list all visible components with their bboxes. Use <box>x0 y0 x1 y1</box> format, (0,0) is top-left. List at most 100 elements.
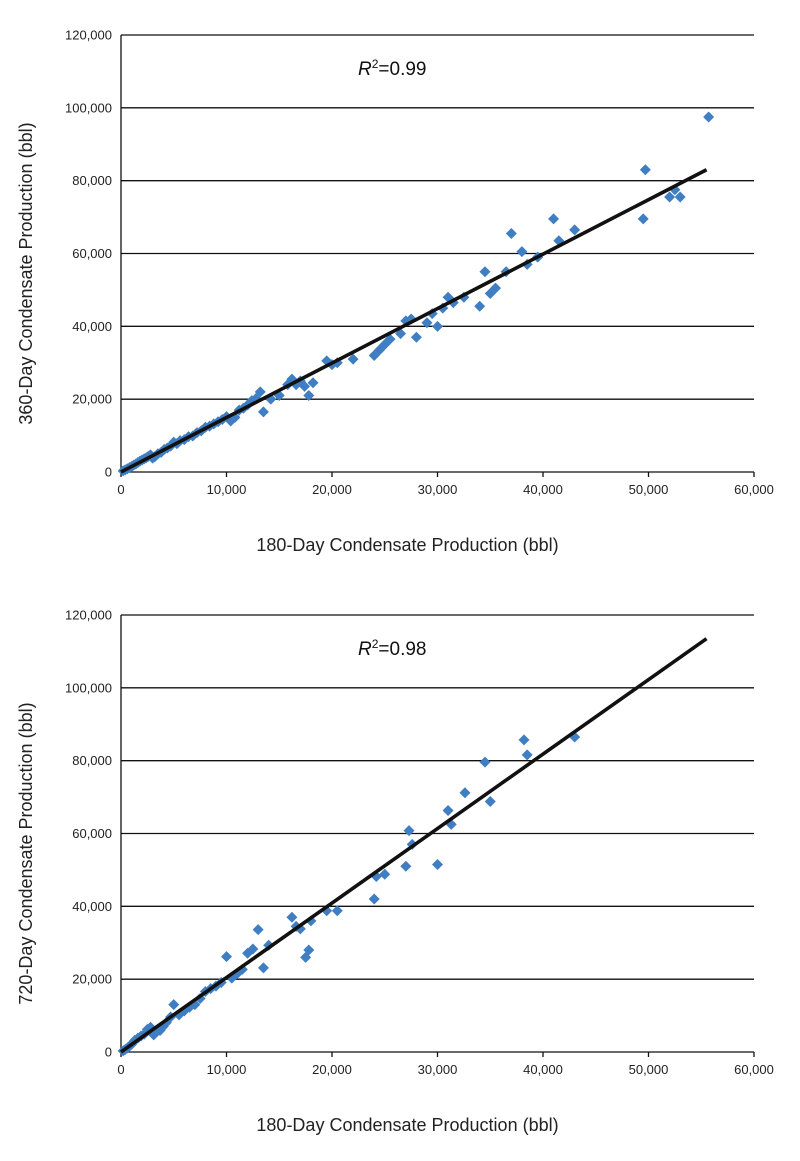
data-point <box>445 818 457 830</box>
x-tick-label: 60,000 <box>734 482 774 497</box>
trendline <box>120 168 708 474</box>
data-point <box>347 353 359 365</box>
y-tick-label: 60,000 <box>72 246 112 261</box>
data-point <box>254 386 266 398</box>
data-point <box>252 924 264 936</box>
data-point <box>331 905 343 917</box>
r2-symbol: R <box>358 59 372 80</box>
x-tick-label: 20,000 <box>312 482 352 497</box>
x-tick-label: 0 <box>117 1062 124 1077</box>
data-point <box>168 999 180 1011</box>
scatter-chart-720-day: 020,00040,00060,00080,000100,000120,000 … <box>16 608 774 1136</box>
x-tick-label: 30,000 <box>418 1062 458 1077</box>
data-point <box>299 380 311 392</box>
data-point <box>479 756 491 768</box>
x-tick-label: 20,000 <box>312 1062 352 1077</box>
data-point <box>410 331 422 343</box>
data-point <box>173 1009 185 1021</box>
data-point <box>674 191 686 203</box>
x-tick-label: 10,000 <box>207 482 247 497</box>
y-tick-label: 60,000 <box>72 826 112 841</box>
data-point <box>548 213 560 225</box>
data-points <box>117 111 715 477</box>
y-tick-labels: 0 20,000 40,000 60,000 80,000 100,000 120,000 <box>65 608 112 1060</box>
y-tick-labels: 0 20,000 40,000 60,000 80,000 100,000 120,000 <box>65 28 112 480</box>
data-point <box>145 1021 157 1033</box>
data-point <box>303 390 315 402</box>
y-tick-label: 80,000 <box>72 753 112 768</box>
y-tick-label: 100,000 <box>65 680 112 695</box>
data-point <box>303 944 315 956</box>
data-point <box>379 868 391 880</box>
y-tick-label: 20,000 <box>72 972 112 987</box>
x-tick-label: 50,000 <box>629 1062 669 1077</box>
data-point <box>263 939 275 951</box>
trendline <box>119 637 708 1054</box>
data-point <box>518 734 530 746</box>
data-point <box>221 951 232 963</box>
y-tick-label: 40,000 <box>72 899 112 914</box>
x-tick-label: 40,000 <box>523 482 563 497</box>
y-tick-label: 40,000 <box>72 319 112 334</box>
data-point <box>703 111 715 123</box>
data-point <box>400 860 412 872</box>
r2-exponent: 2 <box>372 57 379 71</box>
x-tick-label: 50,000 <box>629 482 669 497</box>
data-point <box>403 825 415 837</box>
data-point <box>484 795 496 807</box>
y-tick-label: 100,000 <box>65 100 112 115</box>
y-tick-label: 80,000 <box>72 173 112 188</box>
data-point <box>664 191 676 203</box>
data-point <box>637 213 649 225</box>
data-point <box>307 377 319 389</box>
data-point <box>639 164 651 176</box>
r2-exponent: 2 <box>372 637 379 651</box>
x-tick-label: 30,000 <box>418 482 458 497</box>
data-point <box>421 317 433 329</box>
r-squared-annotation: R2=0.99 <box>358 57 427 80</box>
data-point <box>490 282 502 294</box>
data-point <box>294 923 306 935</box>
y-axis-label: 360-Day Condensate Production (bbl) <box>16 122 36 424</box>
data-point <box>257 406 269 418</box>
axes <box>120 615 755 1057</box>
x-tick-label: 10,000 <box>207 1062 247 1077</box>
gridlines <box>121 34 754 400</box>
r2-symbol: R <box>358 639 372 660</box>
gridlines <box>121 614 754 980</box>
data-point <box>242 947 254 959</box>
data-point <box>516 246 528 258</box>
x-tick-labels: 0 10,000 20,000 30,000 40,000 50,000 60,000 <box>117 482 774 497</box>
data-point <box>569 224 581 236</box>
r2-value: =0.99 <box>378 59 426 80</box>
data-point <box>521 749 533 761</box>
y-tick-label: 20,000 <box>72 392 112 407</box>
y-tick-label: 0 <box>105 465 112 480</box>
axes <box>120 35 755 477</box>
x-tick-labels: 0 10,000 20,000 30,000 40,000 50,000 60,000 <box>117 1062 774 1077</box>
x-tick-label: 40,000 <box>523 1062 563 1077</box>
data-point <box>459 787 471 799</box>
x-tick-label: 60,000 <box>734 1062 774 1077</box>
r-squared-annotation: R2=0.98 <box>358 637 427 660</box>
x-tick-label: 0 <box>117 482 124 497</box>
data-point <box>432 858 443 870</box>
data-point <box>432 320 443 332</box>
data-point <box>178 1005 190 1017</box>
data-point <box>157 1021 169 1033</box>
data-points <box>117 731 581 1057</box>
data-point <box>247 943 259 955</box>
data-point <box>300 951 312 963</box>
y-tick-label: 120,000 <box>65 28 112 43</box>
y-axis-label: 720-Day Condensate Production (bbl) <box>16 702 36 1004</box>
scatter-chart-360-day: 020,00040,00060,00080,000100,000120,000 … <box>16 28 774 556</box>
x-axis-label: 180-Day Condensate Production (bbl) <box>256 535 558 555</box>
x-axis-label: 180-Day Condensate Production (bbl) <box>256 1115 558 1135</box>
data-point <box>286 911 298 923</box>
data-point <box>479 266 491 278</box>
data-point <box>257 962 269 974</box>
data-point <box>505 227 517 239</box>
data-point <box>368 893 380 905</box>
r2-value: =0.98 <box>378 639 426 660</box>
data-point <box>474 300 486 312</box>
